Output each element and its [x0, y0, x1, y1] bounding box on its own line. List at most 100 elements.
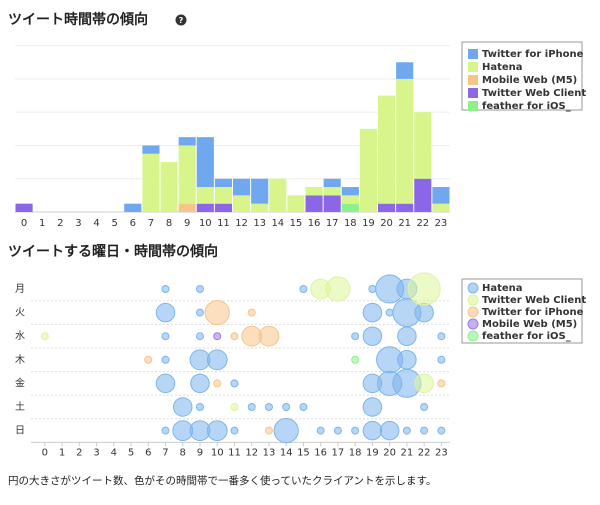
x-tick-label: 8 — [166, 218, 172, 229]
x-tick-label: 23 — [435, 218, 448, 229]
bubble — [155, 302, 176, 323]
legend-box — [461, 41, 583, 111]
bar-segment — [396, 62, 414, 79]
x-tick-label: 2 — [76, 447, 82, 458]
bubble — [316, 426, 325, 435]
x-tick-label: 11 — [228, 447, 241, 458]
bubble — [299, 403, 308, 411]
x-tick-label: 2 — [57, 218, 63, 229]
x-tick-label: 9 — [197, 447, 203, 458]
bar-segment — [396, 203, 414, 212]
bar-segment — [323, 195, 341, 212]
x-tick-label: 11 — [217, 218, 230, 229]
x-tick-label: 13 — [253, 218, 266, 229]
x-tick-label: 22 — [416, 218, 429, 229]
bar-segment — [214, 203, 232, 212]
bubble — [161, 285, 170, 293]
x-tick-label: 5 — [128, 447, 134, 458]
x-tick-label: 16 — [308, 218, 321, 229]
x-tick-label: 1 — [39, 218, 45, 229]
note: 円の大きさがツイート数、色がその時間帯で一番多く使っていたクライアントを示します… — [8, 474, 437, 487]
bubble — [397, 326, 417, 346]
legend-box — [461, 278, 583, 344]
bubble — [385, 308, 394, 317]
bubble — [437, 379, 446, 388]
bar-segment — [287, 195, 305, 212]
x-tick-label: 19 — [366, 447, 379, 458]
legend-label: Hatena — [482, 62, 523, 73]
bar-segment — [305, 187, 323, 196]
legend-swatch — [468, 101, 478, 111]
x-tick-label: 20 — [380, 218, 393, 229]
bubble — [195, 403, 204, 411]
help-icon-label[interactable]: ? — [179, 16, 184, 25]
bubble — [351, 332, 360, 341]
legend-label: Twitter for iPhone — [482, 49, 584, 60]
bar-segment — [233, 178, 251, 196]
x-tick-label: 6 — [145, 447, 151, 458]
x-tick-label: 4 — [93, 218, 99, 229]
x-tick-label: 16 — [314, 447, 327, 458]
bubble — [273, 417, 299, 444]
x-tick-label: 15 — [297, 447, 310, 458]
legend-swatch — [467, 282, 479, 294]
bar-segment — [323, 187, 341, 196]
y-tick-label: 水 — [15, 330, 25, 342]
bubble — [414, 302, 434, 323]
bar-segment — [359, 128, 377, 212]
bar-segment — [432, 187, 450, 204]
bubble — [368, 285, 377, 293]
bubble — [397, 350, 417, 370]
bubble — [437, 332, 446, 341]
bar-segment — [196, 137, 214, 188]
chart-title: ツイートする曜日・時間帯の傾向 — [8, 243, 218, 260]
bubble — [144, 355, 153, 364]
bubble — [402, 426, 411, 435]
legend-swatch — [467, 306, 479, 318]
y-tick-label: 日 — [15, 426, 25, 437]
x-tick-label: 10 — [211, 447, 224, 458]
x-tick-label: 0 — [42, 447, 48, 458]
x-tick-label: 7 — [148, 218, 154, 229]
bar-segment — [214, 187, 232, 204]
x-tick-label: 12 — [245, 447, 258, 458]
bubble — [362, 420, 383, 441]
bubble — [161, 355, 170, 364]
x-tick-label: 9 — [184, 218, 190, 229]
y-tick-label: 月 — [15, 283, 25, 295]
bar-segment — [124, 203, 142, 212]
legend-swatch — [468, 88, 478, 98]
bar-segment — [341, 203, 359, 212]
bar-segment — [396, 78, 414, 204]
bar-segment — [432, 203, 450, 212]
legend-label: Twitter Web Client — [482, 88, 586, 99]
bubble — [230, 426, 239, 435]
x-tick-label: 1 — [59, 447, 65, 458]
bar-segment — [414, 178, 432, 212]
x-tick-label: 10 — [199, 218, 212, 229]
x-tick-label: 15 — [290, 218, 303, 229]
help-icon[interactable] — [175, 14, 187, 26]
bubble — [40, 332, 49, 341]
bubble — [155, 373, 176, 394]
bar-segment — [160, 162, 178, 212]
x-tick-label: 7 — [162, 447, 168, 458]
x-tick-label: 23 — [435, 447, 448, 458]
bubble — [195, 308, 204, 317]
legend-label: Hatena — [482, 283, 523, 294]
bubble — [282, 403, 291, 411]
legend-swatch — [468, 75, 478, 85]
bar-segment — [251, 178, 269, 204]
x-tick-label: 20 — [383, 447, 396, 458]
legend-swatch — [467, 318, 479, 330]
legend-label: Twitter Web Client — [482, 295, 586, 306]
bar-segment — [178, 145, 196, 204]
x-tick-label: 19 — [362, 218, 375, 229]
bar-segment — [178, 203, 196, 212]
x-tick-label: 8 — [180, 447, 186, 458]
legend-label: Twitter for iPhone — [482, 307, 584, 318]
bubble — [264, 403, 273, 411]
bubble — [213, 379, 222, 388]
bubble — [161, 426, 170, 435]
y-tick-label: 土 — [15, 400, 25, 413]
